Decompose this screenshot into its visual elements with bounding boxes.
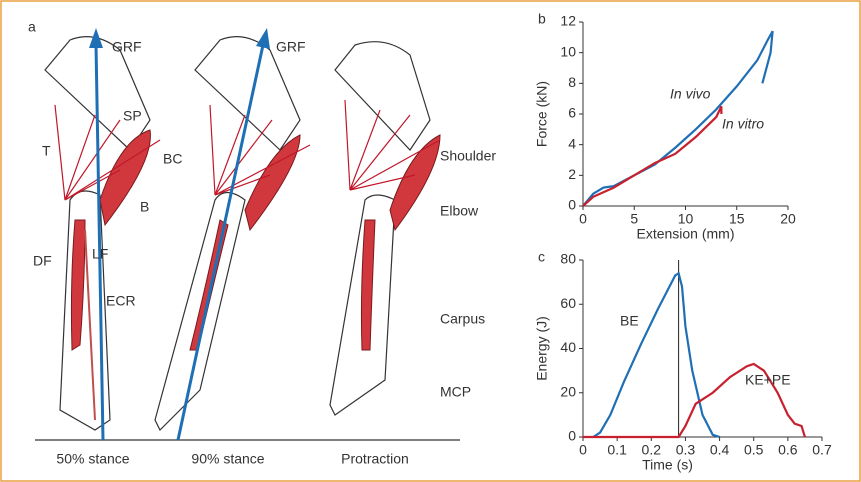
y-tick-label: 6: [568, 105, 576, 121]
y-tick-label: 20: [560, 383, 576, 399]
limb-label: DF: [33, 253, 52, 269]
x-tick-label: 0.5: [744, 442, 764, 458]
limb-label: SP: [123, 108, 142, 124]
joint-label: Carpus: [440, 311, 485, 327]
caption: 50% stance: [56, 451, 129, 467]
caption: 90% stance: [191, 451, 264, 467]
y-axis-label: Energy (J): [534, 316, 550, 381]
x-tick-label: 20: [780, 211, 796, 227]
y-tick-label: 8: [568, 74, 576, 90]
limb-label: BC: [163, 151, 182, 167]
limb-label: GRF: [112, 39, 142, 55]
x-tick-label: 10: [678, 211, 694, 227]
muscle-force-arrows: [54, 99, 441, 201]
series-label: In vitro: [722, 116, 764, 132]
joint-label: Shoulder: [440, 148, 496, 164]
y-tick-label: 40: [560, 339, 576, 355]
panel-letter: c: [538, 249, 545, 265]
x-tick-label: 0.4: [710, 442, 730, 458]
x-tick-label: 5: [630, 211, 638, 227]
x-tick-label: 0.3: [676, 442, 696, 458]
x-axis-label: Extension (mm): [636, 226, 734, 242]
x-tick-label: 0.1: [607, 442, 627, 458]
limb-label: LF: [92, 246, 108, 262]
series-label: KE+PE: [745, 372, 791, 388]
y-tick-label: 2: [568, 166, 576, 182]
caption: Protraction: [341, 451, 409, 467]
data-line: [583, 362, 806, 439]
y-tick-label: 4: [568, 135, 576, 151]
x-tick-label: 0.6: [778, 442, 798, 458]
joint-label: Elbow: [440, 203, 479, 219]
series-label: In vivo: [670, 86, 711, 102]
x-tick-label: 15: [729, 211, 745, 227]
limb-label: ECR: [106, 293, 136, 309]
limb-drawings: [35, 28, 460, 441]
limb-label: GRF: [276, 39, 306, 55]
joint-label: MCP: [440, 384, 471, 400]
x-axis-label: Time (s): [642, 457, 693, 473]
panel-letter: a: [28, 19, 36, 35]
x-tick-label: 0: [579, 442, 587, 458]
panel-letter: b: [538, 11, 546, 27]
y-tick-label: 60: [560, 295, 576, 311]
data-line: [592, 271, 720, 439]
limb-3: [329, 41, 441, 416]
x-tick-label: 0.7: [812, 442, 832, 458]
grf-arrows: [89, 28, 270, 441]
y-tick-label: 0: [568, 197, 576, 213]
y-tick-label: 10: [560, 43, 576, 59]
x-tick-label: 0: [579, 211, 587, 227]
x-tick-label: 0.2: [642, 442, 662, 458]
y-tick-label: 80: [560, 251, 576, 267]
y-axis-label: Force (kN): [534, 81, 550, 147]
series-label: BE: [620, 313, 639, 329]
data-line: [582, 30, 774, 207]
y-tick-label: 12: [560, 13, 576, 29]
limb-label: B: [140, 199, 149, 215]
y-tick-label: 0: [568, 428, 576, 444]
data-line: [582, 105, 723, 207]
limb-label: T: [42, 143, 51, 159]
